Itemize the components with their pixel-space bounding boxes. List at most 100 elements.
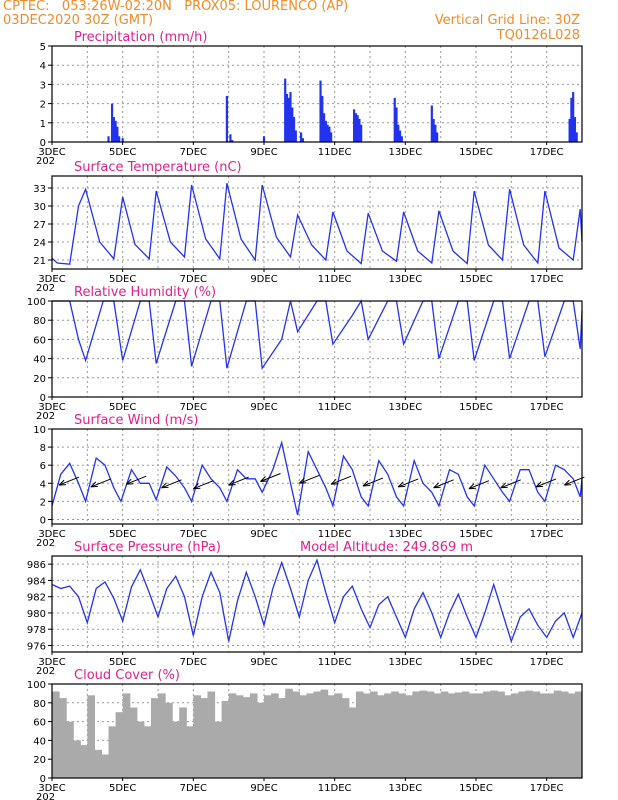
precip-bar (116, 126, 119, 142)
x-tick-label: 9DEC (250, 529, 277, 540)
cloud-bar (172, 721, 180, 778)
wind-arrow (330, 475, 352, 485)
wind-arrow-head (433, 482, 441, 489)
precip-bar (322, 113, 326, 142)
y-tick-label: 4 (40, 479, 46, 490)
panel-frame (51, 683, 583, 779)
cloud-bar (150, 698, 159, 778)
x-tick-label: 7DEC (180, 147, 207, 158)
precip-bar (570, 97, 573, 142)
cloud-bar (574, 691, 583, 778)
cloud-bar (87, 695, 95, 778)
cloud-bar (59, 698, 67, 778)
cloud-bar (334, 693, 343, 778)
cloud-bar (426, 691, 435, 778)
cloud-bar (228, 693, 237, 778)
panel-title: Surface Pressure (hPa) (74, 540, 221, 555)
wind-arrow (500, 479, 521, 489)
year-label: 202 (36, 792, 55, 800)
wind-arrow-head (298, 477, 307, 484)
model-altitude-label: Model Altitude: 249.869 m (300, 540, 473, 555)
y-tick-label: 986 (27, 560, 46, 571)
year-label: 202 (36, 666, 55, 677)
cloud-bar (136, 721, 145, 778)
cloud-bar (518, 691, 527, 778)
cloud-bar (256, 702, 265, 778)
cloud-bar (483, 691, 491, 778)
header-line-1: CPTEC: 053:26W-02:20N PROX05: LOURENCO (… (3, 0, 349, 14)
precip-bar (121, 138, 124, 142)
cloud-bar (362, 693, 371, 778)
wind-arrow-head (260, 476, 268, 482)
precip-bar (573, 117, 577, 142)
panel-frame (51, 175, 583, 270)
x-tick-label: 7DEC (180, 402, 207, 413)
precip-bar (285, 94, 289, 142)
x-tick-label: 11DEC (318, 529, 352, 540)
precip-bar (225, 95, 228, 142)
y-tick-label: 20 (33, 755, 46, 766)
precip-bar (284, 78, 287, 142)
cloud-bar (66, 721, 74, 778)
cloud-bar (299, 695, 307, 778)
x-tick-label: 7DEC (180, 274, 207, 285)
x-tick-label: 17DEC (530, 657, 564, 668)
x-tick-label: 13DEC (388, 529, 422, 540)
cloud-bar (377, 695, 385, 778)
cloud-bar (553, 690, 562, 778)
cloud-bar (271, 693, 279, 778)
precip-bar (434, 124, 437, 142)
cloud-bar (567, 693, 576, 778)
cloud-bar (461, 691, 470, 778)
precip-bar (324, 120, 327, 142)
precip-bar (393, 97, 396, 142)
precip-bar (287, 97, 290, 142)
y-tick-label: 27 (33, 220, 46, 231)
y-tick-label: 0 (40, 138, 46, 149)
x-tick-label: 3DEC (38, 147, 65, 158)
x-tick-label: 17DEC (530, 402, 564, 413)
y-tick-label: 5 (40, 42, 46, 53)
precip-bar (397, 124, 400, 142)
panel-title: Precipitation (mm/h) (74, 30, 207, 45)
precip-bar (300, 132, 303, 142)
wind-arrow (161, 479, 182, 489)
wind-arrow (535, 478, 557, 488)
x-tick-label: 3DEC (38, 783, 65, 794)
precip-bar (294, 130, 297, 142)
cloud-bar (560, 691, 569, 778)
cloud-bar (313, 691, 322, 778)
y-tick-label: 30 (33, 202, 46, 213)
cloud-bar (355, 691, 364, 778)
precip-bar (326, 124, 329, 142)
y-tick-label: 21 (33, 256, 46, 267)
precip-bar (353, 109, 356, 142)
y-tick-label: 8 (40, 443, 46, 454)
cloud-bar (52, 691, 60, 778)
x-tick-label: 3DEC (38, 529, 65, 540)
precip-bar (291, 107, 294, 142)
wind-arrow (398, 478, 419, 488)
cloud-bar (200, 698, 209, 778)
panel-title: Relative Humidity (%) (74, 285, 216, 300)
y-tick-label: 60 (33, 718, 46, 729)
year-label: 202 (36, 283, 55, 294)
x-tick-label: 17DEC (530, 783, 564, 794)
y-tick-label: 10 (33, 425, 46, 436)
wind-arrow-head (90, 481, 98, 488)
cloud-bar (115, 712, 124, 778)
x-tick-label: 15DEC (459, 657, 493, 668)
cloud-bar (94, 749, 103, 778)
cloud-bar (476, 693, 484, 778)
cloud-bar (158, 693, 166, 778)
cloud-bar (539, 693, 548, 778)
x-tick-label: 5DEC (109, 147, 136, 158)
precip-bar (360, 124, 363, 142)
x-tick-label: 7DEC (180, 657, 207, 668)
cloud-bar (292, 691, 300, 778)
precip-bar (110, 103, 114, 142)
precip-bar (572, 92, 575, 142)
cloud-bar (285, 688, 293, 778)
wind-arrow (126, 475, 147, 485)
header-grid-note: Vertical Grid Line: 30Z (434, 13, 580, 28)
